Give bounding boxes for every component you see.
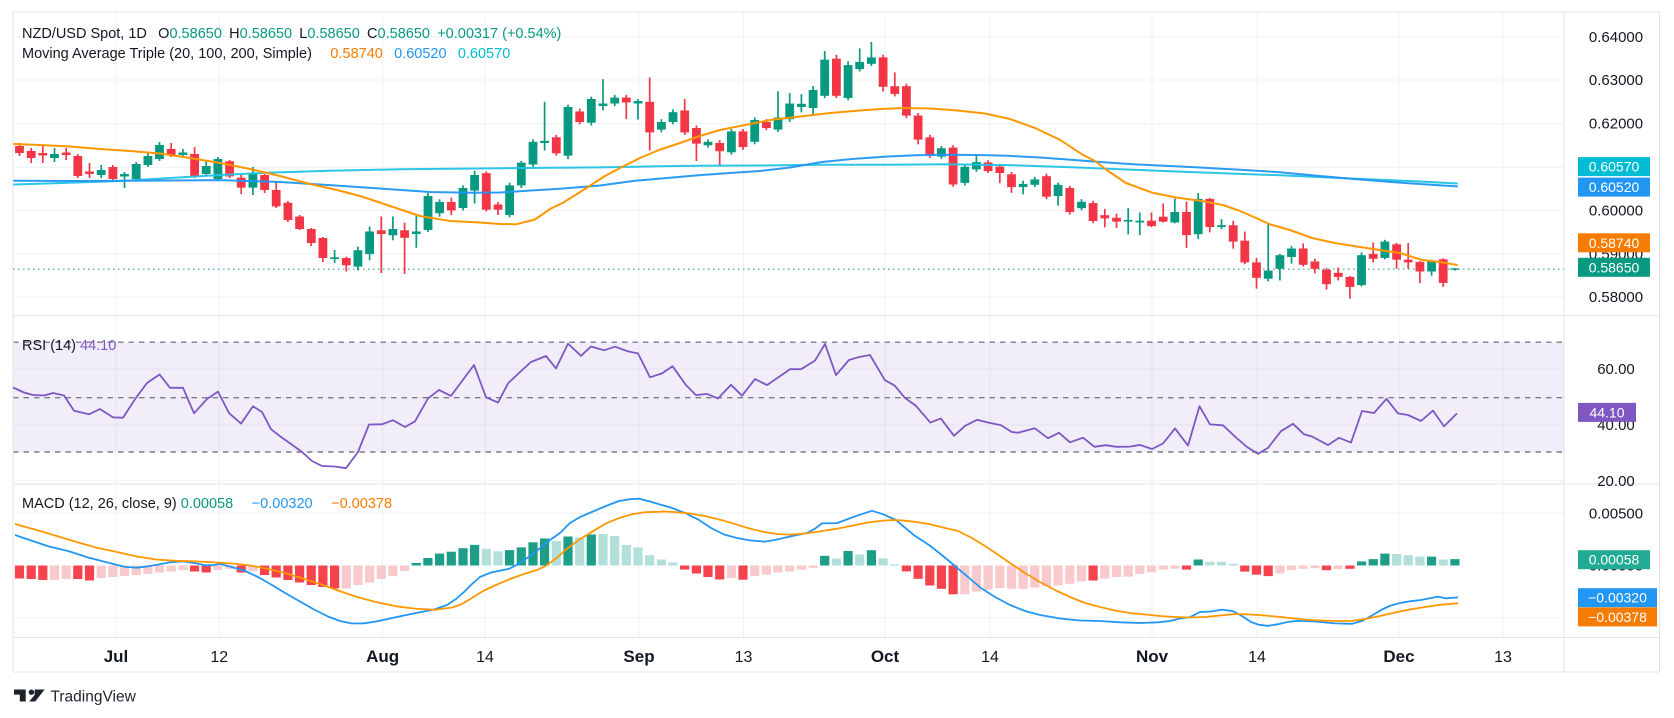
svg-text:Dec: Dec (1383, 647, 1414, 666)
svg-text:−0.00378: −0.00378 (1588, 609, 1647, 625)
svg-text:0.00500: 0.00500 (1589, 505, 1643, 522)
svg-text:60.00: 60.00 (1597, 361, 1635, 378)
svg-text:NZD/USD Spot, 1D O0.58650 H0.: NZD/USD Spot, 1D O0.58650 H0.58650 L0.58… (22, 26, 561, 42)
svg-text:13: 13 (735, 649, 753, 666)
svg-text:Oct: Oct (871, 647, 900, 666)
svg-text:0.58650: 0.58650 (1589, 259, 1640, 275)
svg-text:Jul: Jul (104, 647, 129, 666)
svg-text:20.00: 20.00 (1597, 473, 1635, 490)
svg-text:Nov: Nov (1136, 647, 1169, 666)
svg-text:Aug: Aug (366, 647, 399, 666)
svg-text:13: 13 (1494, 649, 1512, 666)
svg-text:Moving Average Triple (20, 100: Moving Average Triple (20, 100, 200, Sim… (22, 46, 510, 62)
svg-text:0.62000: 0.62000 (1589, 116, 1643, 133)
svg-text:0.58740: 0.58740 (1589, 235, 1640, 251)
svg-text:RSI (14) 44.10: RSI (14) 44.10 (22, 338, 116, 354)
svg-text:TradingView: TradingView (51, 689, 137, 706)
svg-text:0.64000: 0.64000 (1589, 29, 1643, 46)
svg-text:12: 12 (210, 649, 228, 666)
svg-text:0.60570: 0.60570 (1589, 159, 1640, 175)
svg-text:Sep: Sep (623, 647, 654, 666)
svg-text:14: 14 (1248, 649, 1266, 666)
svg-text:0.60520: 0.60520 (1589, 179, 1640, 195)
svg-text:0.63000: 0.63000 (1589, 72, 1643, 89)
svg-text:44.10: 44.10 (1589, 404, 1624, 420)
svg-text:0.60000: 0.60000 (1589, 202, 1643, 219)
svg-text:0.00058: 0.00058 (1589, 552, 1640, 568)
svg-text:14: 14 (476, 649, 494, 666)
svg-text:−0.00320: −0.00320 (1588, 590, 1647, 606)
svg-text:0.58000: 0.58000 (1589, 289, 1643, 306)
svg-text:14: 14 (981, 649, 999, 666)
svg-text:MACD (12, 26, close, 9) 0.000: MACD (12, 26, close, 9) 0.00058 −0.00320… (22, 496, 392, 512)
